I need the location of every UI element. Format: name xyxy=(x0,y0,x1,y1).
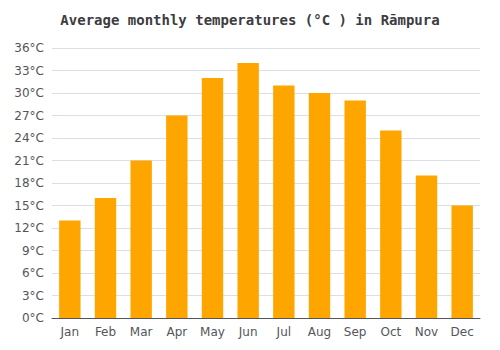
svg-text:May: May xyxy=(200,325,225,339)
svg-text:Oct: Oct xyxy=(380,325,401,339)
svg-text:36°C: 36°C xyxy=(14,41,44,55)
svg-text:12°C: 12°C xyxy=(14,221,44,235)
svg-text:Feb: Feb xyxy=(95,325,116,339)
svg-text:21°C: 21°C xyxy=(14,154,44,168)
svg-text:Apr: Apr xyxy=(166,325,187,339)
svg-text:0°C: 0°C xyxy=(22,311,44,325)
svg-text:15°C: 15°C xyxy=(14,199,44,213)
svg-text:Average monthly temperatures (: Average monthly temperatures (°C ) in Rā… xyxy=(60,12,439,28)
svg-text:9°C: 9°C xyxy=(22,244,44,258)
svg-text:Dec: Dec xyxy=(451,325,474,339)
svg-text:33°C: 33°C xyxy=(14,64,44,78)
svg-text:Jan: Jan xyxy=(60,325,80,339)
svg-text:Sep: Sep xyxy=(344,325,367,339)
svg-text:Jul: Jul xyxy=(276,325,291,339)
svg-text:18°C: 18°C xyxy=(14,176,44,190)
svg-text:Nov: Nov xyxy=(415,325,438,339)
svg-text:6°C: 6°C xyxy=(22,266,44,280)
svg-text:Aug: Aug xyxy=(308,325,331,339)
svg-text:27°C: 27°C xyxy=(14,109,44,123)
svg-text:24°C: 24°C xyxy=(14,131,44,145)
svg-text:Mar: Mar xyxy=(130,325,153,339)
svg-text:Jun: Jun xyxy=(238,325,258,339)
svg-text:30°C: 30°C xyxy=(14,86,44,100)
svg-text:3°C: 3°C xyxy=(22,289,44,303)
